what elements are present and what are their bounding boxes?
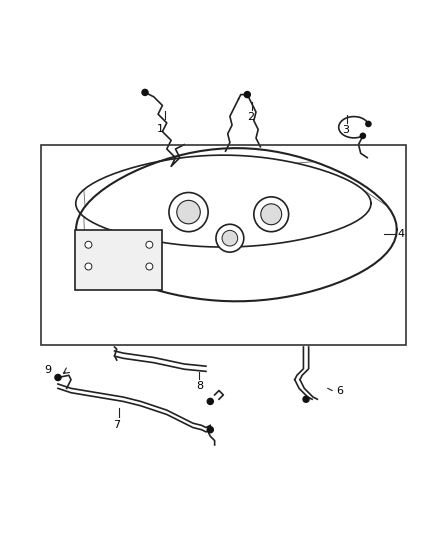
Text: 1: 1 [157, 124, 164, 134]
Circle shape [207, 398, 213, 405]
Circle shape [169, 192, 208, 232]
Text: 7: 7 [113, 419, 120, 430]
Circle shape [142, 90, 148, 95]
Text: 9: 9 [44, 365, 51, 375]
Circle shape [222, 230, 238, 246]
Circle shape [216, 224, 244, 252]
Circle shape [146, 263, 153, 270]
FancyBboxPatch shape [75, 230, 162, 290]
Circle shape [55, 375, 61, 381]
Circle shape [207, 426, 213, 433]
Circle shape [244, 92, 251, 98]
Circle shape [366, 122, 371, 126]
Text: 2: 2 [247, 112, 254, 122]
Bar [41, 144, 406, 345]
Circle shape [146, 241, 153, 248]
Circle shape [177, 200, 200, 224]
Circle shape [85, 263, 92, 270]
Circle shape [261, 204, 282, 225]
Circle shape [254, 197, 289, 232]
Circle shape [303, 396, 309, 402]
Circle shape [85, 241, 92, 248]
Text: 3: 3 [343, 125, 350, 135]
Circle shape [360, 133, 365, 139]
Text: 6: 6 [336, 385, 343, 395]
Text: 8: 8 [196, 381, 203, 391]
Text: 4: 4 [397, 229, 405, 239]
Text: 5: 5 [77, 266, 84, 277]
